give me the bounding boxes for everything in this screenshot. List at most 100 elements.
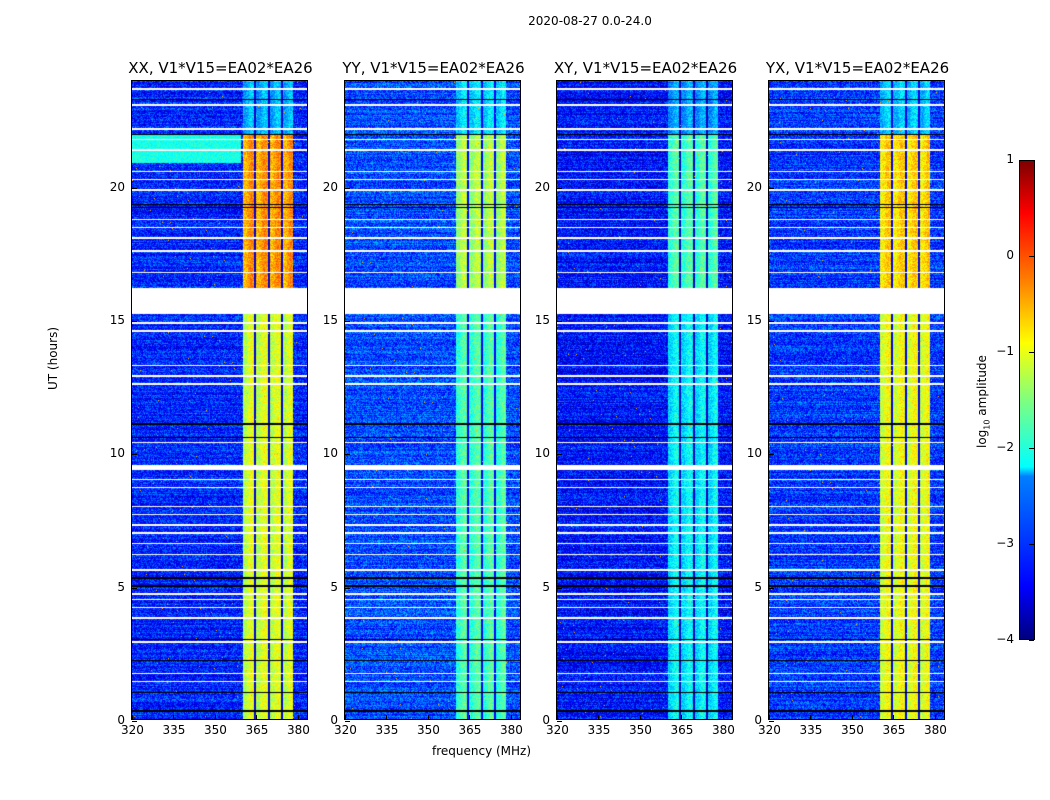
y-tick-label: 5	[117, 579, 125, 594]
x-tick-mark	[345, 715, 346, 720]
waterfall-image	[345, 81, 520, 719]
y-tick-label: 0	[754, 713, 762, 727]
x-tick-label: 320	[334, 723, 357, 737]
x-tick-label: 335	[799, 723, 823, 737]
x-tick-mark	[427, 715, 429, 720]
y-tick-mark	[557, 587, 562, 589]
y-tick-mark	[345, 321, 350, 322]
y-tick-label: 10	[534, 446, 550, 461]
x-tick-mark	[681, 715, 683, 720]
y-tick-label: 15	[109, 313, 125, 327]
y-tick-mark	[769, 454, 774, 456]
x-tick-mark	[214, 715, 216, 720]
heatmap-panel: YX, V1*V15=EA02*EA26 320 335 350 365 380 0 5 10 1…	[747, 59, 949, 737]
y-tick-label: 0	[330, 713, 338, 727]
heatmap-panel: YY, V1*V15=EA02*EA26 320 335 350 365 380 0 5 10 1…	[323, 59, 525, 737]
colorbar-tick-mark	[1029, 544, 1034, 545]
x-tick-mark	[132, 715, 133, 720]
colorbar-label-prefix: log	[975, 429, 989, 448]
x-tick-label: 335	[162, 723, 186, 737]
colorbar-label-suffix: amplitude	[975, 355, 989, 420]
y-tick-mark	[345, 587, 350, 589]
y-tick-mark	[557, 454, 562, 456]
y-tick-mark	[345, 187, 350, 189]
colorbar-tick-label: −1	[996, 344, 1014, 358]
y-tick-mark	[132, 321, 137, 322]
x-tick-label: 365	[670, 723, 694, 737]
x-tick-label: 350	[416, 723, 440, 737]
y-tick-mark	[345, 454, 350, 456]
y-tick-label: 10	[322, 446, 338, 461]
y-tick-mark	[557, 721, 562, 722]
x-tick-mark	[510, 715, 512, 720]
y-tick-mark	[132, 187, 137, 189]
x-tick-label: 380	[499, 723, 523, 737]
y-tick-mark	[345, 721, 350, 722]
x-tick-mark	[256, 715, 258, 720]
x-tick-label: 335	[587, 723, 611, 737]
y-tick-mark	[132, 587, 137, 589]
x-tick-label: 380	[711, 723, 735, 737]
waterfall-image	[557, 81, 732, 719]
x-tick-label: 365	[458, 723, 482, 737]
y-tick-label: 15	[746, 313, 762, 327]
colorbar-tick-mark	[1029, 352, 1034, 353]
y-tick-mark	[769, 587, 774, 589]
colorbar-tick-label: −2	[996, 440, 1014, 454]
panel-title: XY, V1*V15=EA02*EA26	[553, 59, 738, 77]
y-tick-label: 0	[542, 713, 550, 727]
x-tick-mark	[297, 715, 299, 720]
x-tick-mark	[810, 715, 812, 720]
y-tick-label: 20	[109, 179, 125, 194]
x-tick-label: 320	[546, 723, 569, 737]
x-tick-mark	[469, 715, 471, 720]
y-tick-label: 10	[746, 446, 762, 461]
colorbar-tick-label: 0	[1006, 248, 1014, 262]
colorbar-tick-mark	[1029, 160, 1034, 161]
colorbar-tick-label: −3	[996, 536, 1014, 550]
x-tick-label: 380	[923, 723, 947, 737]
y-tick-mark	[769, 321, 774, 322]
y-tick-label: 20	[746, 179, 762, 194]
y-tick-mark	[132, 721, 137, 722]
x-tick-mark	[851, 715, 853, 720]
x-tick-label: 335	[375, 723, 399, 737]
panel-title: YX, V1*V15=EA02*EA26	[765, 59, 950, 77]
y-axis-label: UT (hours)	[46, 326, 60, 390]
colorbar-tick-mark	[1029, 448, 1034, 449]
y-tick-label: 20	[534, 179, 550, 194]
figure-title: 2020-08-27 0.0-24.0	[528, 14, 652, 28]
x-tick-mark	[769, 715, 770, 720]
y-tick-label: 20	[322, 179, 338, 194]
y-tick-mark	[769, 721, 774, 722]
y-tick-mark	[769, 187, 774, 189]
x-tick-label: 350	[628, 723, 652, 737]
y-tick-mark	[557, 321, 562, 322]
colorbar-tick-mark	[1029, 640, 1034, 641]
x-tick-label: 320	[758, 723, 781, 737]
y-tick-mark	[557, 187, 562, 189]
x-tick-label: 320	[121, 723, 144, 737]
heatmap-panel: XY, V1*V15=EA02*EA26 320 335 350 365 380 0 5 10 1…	[535, 59, 737, 737]
waterfall-image	[132, 81, 307, 719]
y-tick-label: 5	[542, 579, 550, 594]
y-tick-label: 5	[754, 579, 762, 594]
x-axis-label: frequency (MHz)	[432, 744, 532, 758]
y-tick-mark	[132, 454, 137, 456]
x-tick-mark	[598, 715, 600, 720]
panel-title: YY, V1*V15=EA02*EA26	[342, 59, 525, 77]
x-tick-label: 350	[840, 723, 864, 737]
x-tick-mark	[173, 715, 175, 720]
x-tick-mark	[557, 715, 558, 720]
colorbar-tick-label: 1	[1006, 152, 1014, 166]
y-tick-label: 5	[330, 579, 338, 594]
y-tick-label: 0	[117, 713, 125, 727]
x-tick-label: 365	[882, 723, 906, 737]
x-tick-mark	[893, 715, 895, 720]
colorbar-label-sub: 10	[982, 419, 992, 430]
x-tick-label: 365	[245, 723, 269, 737]
x-tick-mark	[386, 715, 388, 720]
colorbar-label: log10 amplitude	[975, 355, 991, 448]
x-tick-label: 350	[203, 723, 227, 737]
